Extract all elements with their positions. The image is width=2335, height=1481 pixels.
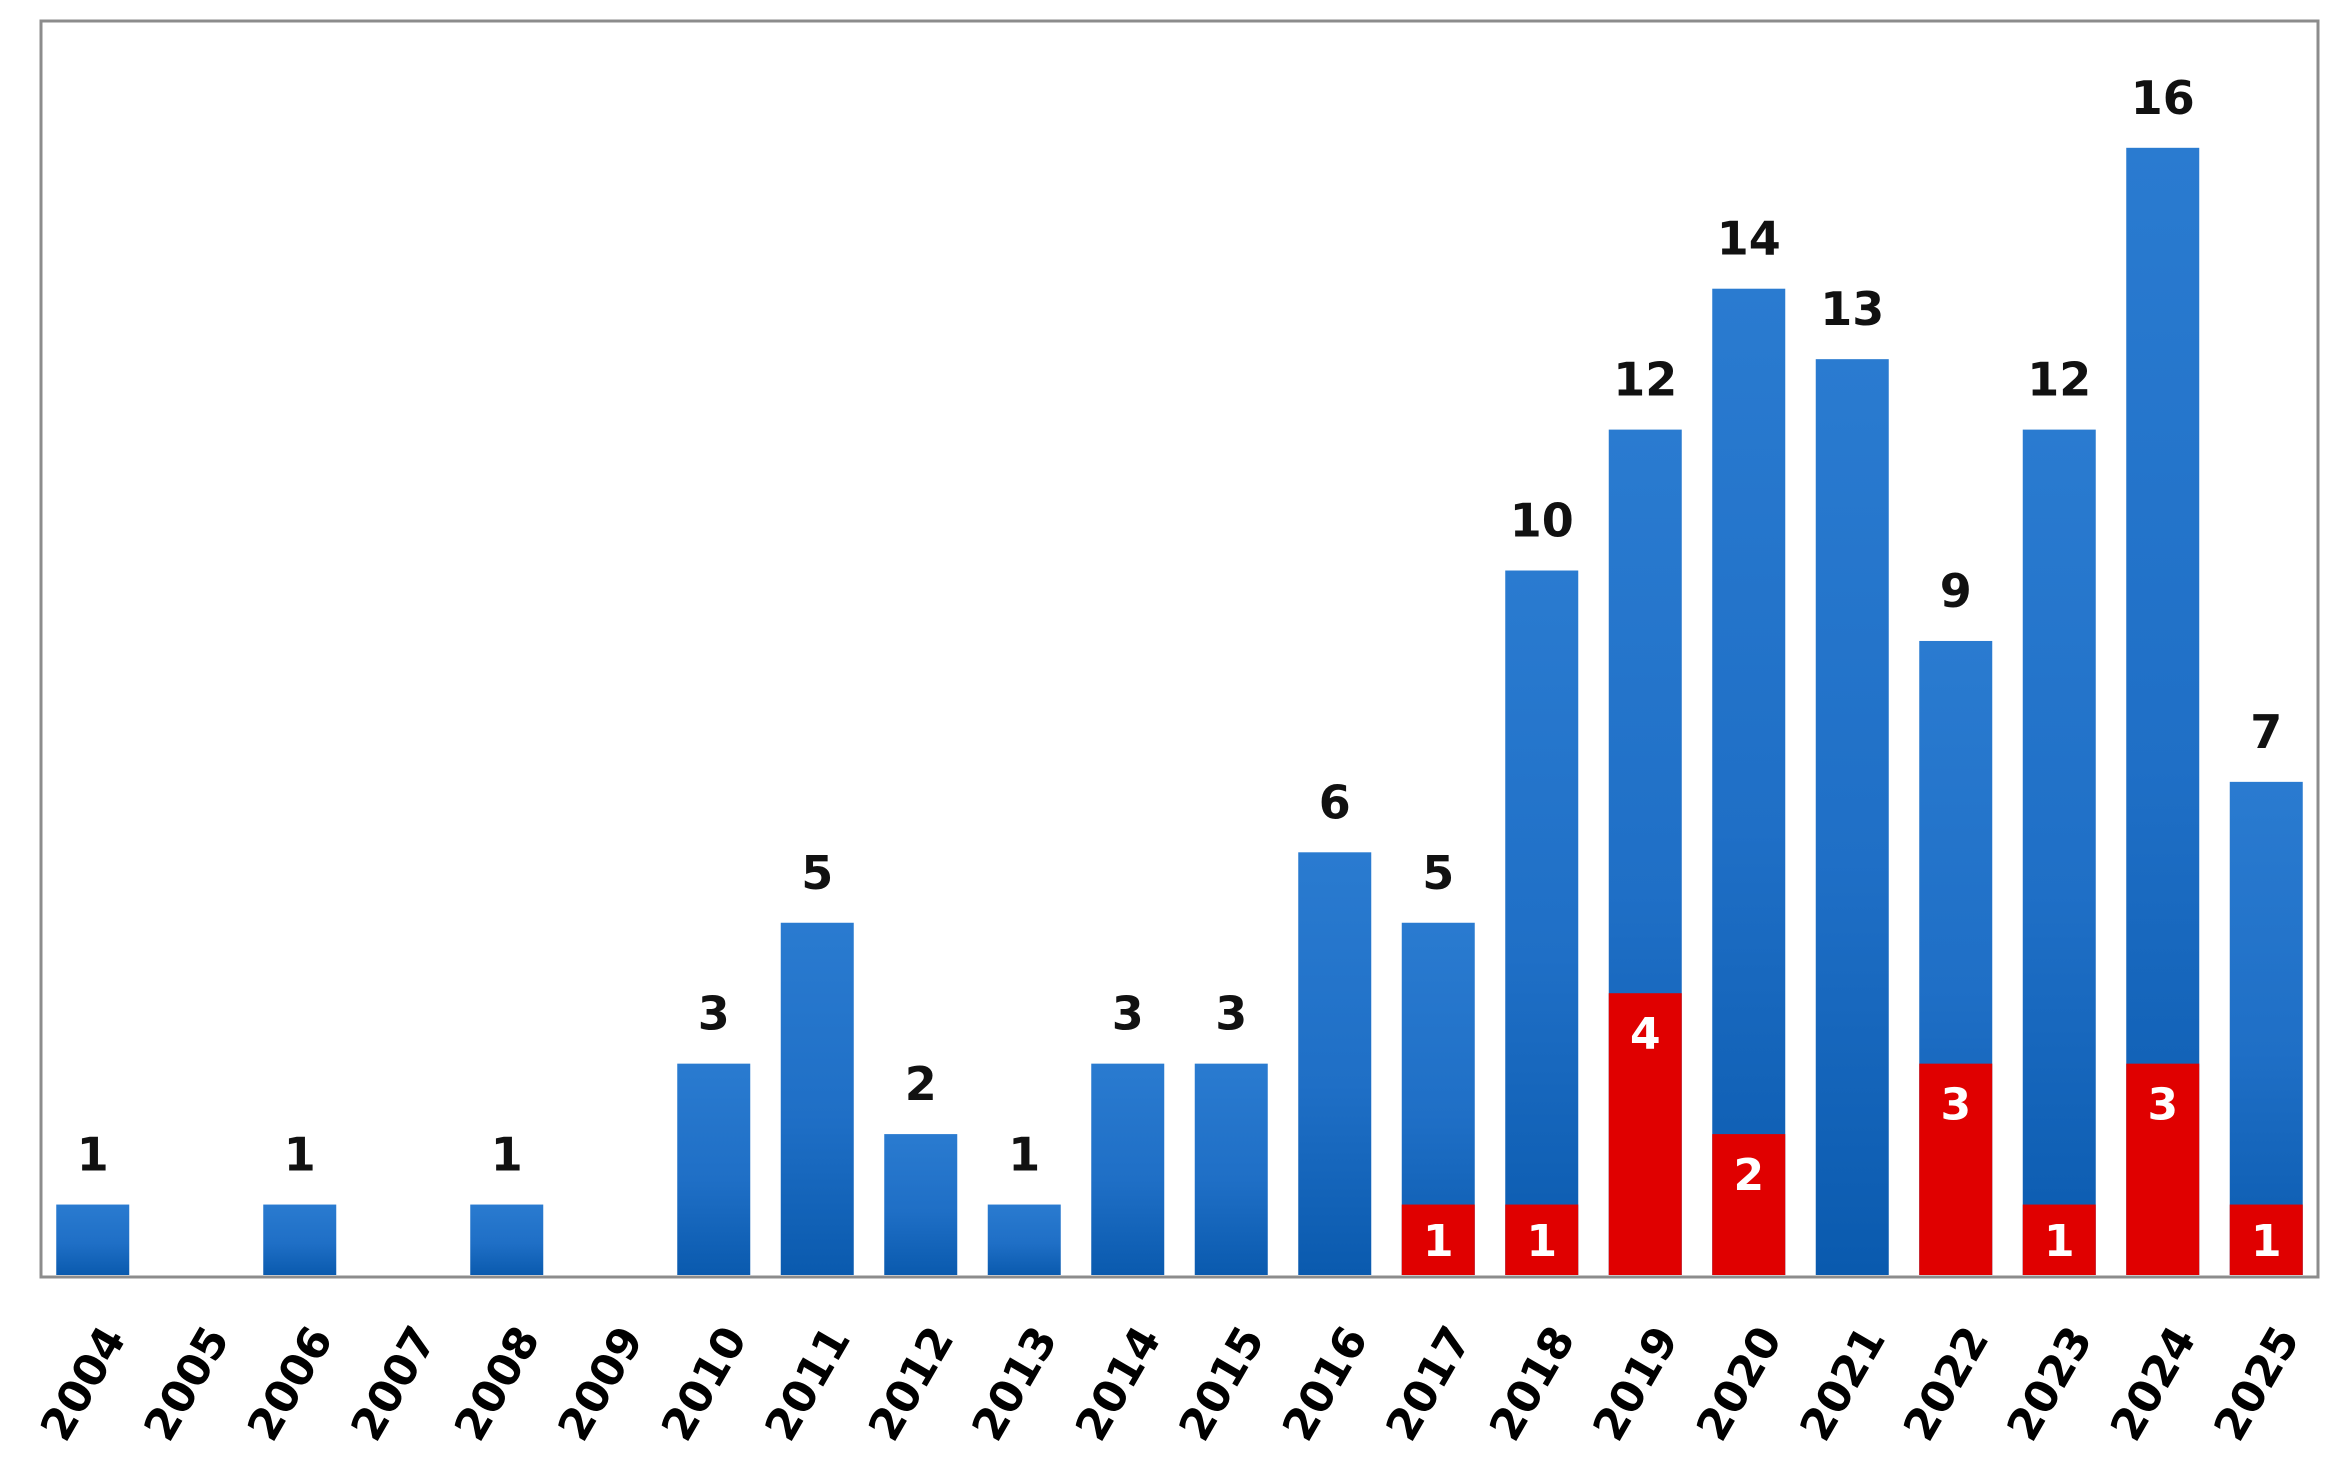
- data-label-total-2019: 12: [1613, 353, 1677, 407]
- data-label-total-2016: 6: [1319, 775, 1351, 829]
- x-tick-label-2014: 2014: [1066, 1318, 1171, 1450]
- x-tick-label-2016: 2016: [1273, 1318, 1378, 1450]
- data-label-total-2012: 2: [905, 1057, 937, 1111]
- x-tick-label-2010: 2010: [652, 1318, 757, 1450]
- bar-total-2014: [1091, 1063, 1165, 1275]
- x-tick-label-2020: 2020: [1687, 1318, 1792, 1450]
- data-label-total-2004: 1: [77, 1128, 109, 1182]
- bar-total-2011: [780, 922, 854, 1275]
- data-label-total-2020: 14: [1717, 212, 1781, 266]
- x-tick-label-2005: 2005: [134, 1318, 239, 1450]
- bar-total-2016: [1298, 852, 1372, 1275]
- data-label-sub-2018: 1: [1526, 1216, 1557, 1267]
- bar-total-2012: [884, 1134, 958, 1275]
- bar-total-2006: [263, 1204, 337, 1275]
- x-tick-label-2008: 2008: [445, 1318, 550, 1450]
- data-label-sub-2025: 1: [2251, 1216, 2282, 1267]
- bar-sub-2023: [2022, 1204, 2096, 1275]
- data-label-total-2011: 5: [801, 846, 833, 900]
- data-label-total-2017: 5: [1422, 846, 1454, 900]
- data-label-total-2013: 1: [1008, 1128, 1040, 1182]
- data-label-total-2024: 16: [2131, 71, 2195, 125]
- x-tick-label-2019: 2019: [1583, 1318, 1688, 1450]
- data-label-sub-2024: 3: [2147, 1080, 2178, 1131]
- data-label-sub-2020: 2: [1733, 1150, 1764, 1201]
- x-tick-label-2009: 2009: [548, 1318, 653, 1450]
- bars-layer: [56, 147, 2303, 1276]
- x-tick-label-2015: 2015: [1169, 1318, 1274, 1450]
- data-label-total-2022: 9: [1940, 564, 1972, 618]
- x-tick-label-2007: 2007: [341, 1318, 446, 1450]
- bar-total-2023: [2022, 429, 2096, 1275]
- bar-sub-2018: [1505, 1204, 1579, 1275]
- bar-sub-2019: [1608, 993, 1682, 1275]
- data-label-total-2006: 1: [284, 1128, 316, 1182]
- bar-total-2021: [1815, 359, 1889, 1275]
- bar-total-2004: [56, 1204, 130, 1275]
- x-tick-label-2021: 2021: [1790, 1318, 1895, 1450]
- data-label-total-2008: 1: [491, 1128, 523, 1182]
- bar-total-2013: [987, 1204, 1061, 1275]
- x-tick-label-2022: 2022: [1894, 1318, 1999, 1450]
- data-label-total-2023: 12: [2027, 353, 2091, 407]
- data-label-total-2025: 7: [2250, 705, 2282, 759]
- bar-total-2025: [2229, 781, 2303, 1275]
- data-label-sub-2019: 4: [1630, 1009, 1661, 1060]
- data-label-sub-2017: 1: [1423, 1216, 1454, 1267]
- bar-total-2020: [1712, 288, 1786, 1275]
- bar-sub-2022: [1919, 1063, 1993, 1275]
- data-label-total-2015: 3: [1215, 987, 1247, 1041]
- x-tick-label-2006: 2006: [238, 1318, 343, 1450]
- data-label-total-2014: 3: [1112, 987, 1144, 1041]
- bar-sub-2020: [1712, 1134, 1786, 1275]
- x-tick-label-2012: 2012: [859, 1318, 964, 1450]
- x-tick-label-2013: 2013: [962, 1318, 1067, 1450]
- x-tick-label-2018: 2018: [1480, 1318, 1585, 1450]
- bar-total-2010: [677, 1063, 751, 1275]
- x-tick-label-2017: 2017: [1376, 1318, 1481, 1450]
- bar-total-2018: [1505, 570, 1579, 1275]
- bar-sub-2025: [2229, 1204, 2303, 1275]
- bar-total-2015: [1194, 1063, 1268, 1275]
- x-axis-ticks: 2004200520062007200820092010201120122013…: [31, 1318, 2310, 1450]
- x-tick-label-2024: 2024: [2101, 1318, 2206, 1450]
- data-label-total-2018: 10: [1510, 494, 1574, 548]
- data-label-sub-2023: 1: [2044, 1216, 2075, 1267]
- x-tick-label-2023: 2023: [1997, 1318, 2102, 1450]
- x-tick-label-2011: 2011: [755, 1318, 860, 1450]
- data-label-sub-2022: 3: [1940, 1080, 1971, 1131]
- bar-total-2008: [470, 1204, 544, 1275]
- data-label-total-2021: 13: [1820, 282, 1884, 336]
- data-label-total-2010: 3: [698, 987, 730, 1041]
- bar-sub-2017: [1401, 1204, 1475, 1275]
- x-tick-label-2025: 2025: [2204, 1318, 2309, 1450]
- bar-sub-2024: [2126, 1063, 2200, 1275]
- x-tick-label-2004: 2004: [31, 1318, 136, 1450]
